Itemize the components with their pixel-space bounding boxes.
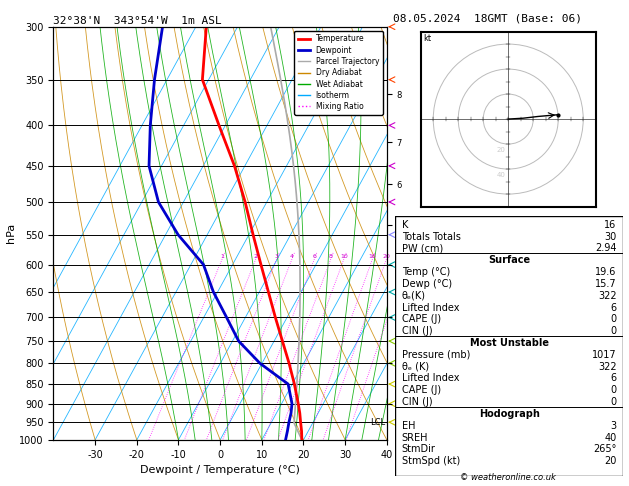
Text: Lifted Index: Lifted Index bbox=[402, 373, 459, 383]
Text: PW (cm): PW (cm) bbox=[402, 243, 443, 254]
Text: 322: 322 bbox=[598, 362, 616, 372]
Text: 0: 0 bbox=[610, 326, 616, 336]
Text: LCL: LCL bbox=[370, 418, 386, 428]
Text: SREH: SREH bbox=[402, 433, 428, 443]
Text: 32°38'N  343°54'W  1m ASL: 32°38'N 343°54'W 1m ASL bbox=[53, 16, 222, 26]
Text: 6: 6 bbox=[610, 373, 616, 383]
Y-axis label: hPa: hPa bbox=[6, 223, 16, 243]
Text: 0: 0 bbox=[610, 397, 616, 407]
Text: CIN (J): CIN (J) bbox=[402, 397, 433, 407]
Text: CAPE (J): CAPE (J) bbox=[402, 314, 441, 324]
Text: Most Unstable: Most Unstable bbox=[470, 338, 548, 348]
Text: 10: 10 bbox=[340, 254, 348, 259]
Text: Totals Totals: Totals Totals bbox=[402, 232, 460, 242]
Text: 0: 0 bbox=[610, 314, 616, 324]
Text: Surface: Surface bbox=[488, 255, 530, 265]
Text: 4: 4 bbox=[290, 254, 294, 259]
Text: CIN (J): CIN (J) bbox=[402, 326, 433, 336]
Legend: Temperature, Dewpoint, Parcel Trajectory, Dry Adiabat, Wet Adiabat, Isotherm, Mi: Temperature, Dewpoint, Parcel Trajectory… bbox=[294, 31, 383, 115]
Text: 20: 20 bbox=[604, 456, 616, 466]
Text: 20: 20 bbox=[382, 254, 391, 259]
Text: CAPE (J): CAPE (J) bbox=[402, 385, 441, 395]
Text: 30: 30 bbox=[604, 232, 616, 242]
Text: Pressure (mb): Pressure (mb) bbox=[402, 350, 470, 360]
Text: 8: 8 bbox=[329, 254, 333, 259]
Text: 3: 3 bbox=[610, 421, 616, 431]
Text: 6: 6 bbox=[313, 254, 316, 259]
Text: 6: 6 bbox=[610, 303, 616, 312]
Text: θₑ (K): θₑ (K) bbox=[402, 362, 429, 372]
Text: kt: kt bbox=[423, 34, 431, 43]
Text: 3: 3 bbox=[275, 254, 279, 259]
Text: StmSpd (kt): StmSpd (kt) bbox=[402, 456, 460, 466]
Text: θₑ(K): θₑ(K) bbox=[402, 291, 426, 301]
Text: Hodograph: Hodograph bbox=[479, 409, 540, 419]
Text: EH: EH bbox=[402, 421, 415, 431]
Text: 40: 40 bbox=[496, 172, 505, 177]
Text: 16: 16 bbox=[604, 220, 616, 230]
X-axis label: Dewpoint / Temperature (°C): Dewpoint / Temperature (°C) bbox=[140, 465, 300, 475]
Text: 1: 1 bbox=[220, 254, 224, 259]
Text: 322: 322 bbox=[598, 291, 616, 301]
Text: Lifted Index: Lifted Index bbox=[402, 303, 459, 312]
Text: Temp (°C): Temp (°C) bbox=[402, 267, 450, 277]
Text: 1017: 1017 bbox=[592, 350, 616, 360]
Text: 16: 16 bbox=[369, 254, 376, 259]
Text: 08.05.2024  18GMT (Base: 06): 08.05.2024 18GMT (Base: 06) bbox=[393, 14, 582, 24]
Y-axis label: km
ASL: km ASL bbox=[411, 224, 426, 243]
Text: 15.7: 15.7 bbox=[595, 279, 616, 289]
Text: 265°: 265° bbox=[593, 444, 616, 454]
Text: 20: 20 bbox=[496, 147, 505, 153]
Text: © weatheronline.co.uk: © weatheronline.co.uk bbox=[460, 473, 556, 482]
Text: 19.6: 19.6 bbox=[595, 267, 616, 277]
Text: K: K bbox=[402, 220, 408, 230]
Text: Dewp (°C): Dewp (°C) bbox=[402, 279, 452, 289]
Text: StmDir: StmDir bbox=[402, 444, 436, 454]
Text: 0: 0 bbox=[610, 385, 616, 395]
Text: 40: 40 bbox=[604, 433, 616, 443]
Text: 2: 2 bbox=[254, 254, 258, 259]
Text: 2.94: 2.94 bbox=[595, 243, 616, 254]
